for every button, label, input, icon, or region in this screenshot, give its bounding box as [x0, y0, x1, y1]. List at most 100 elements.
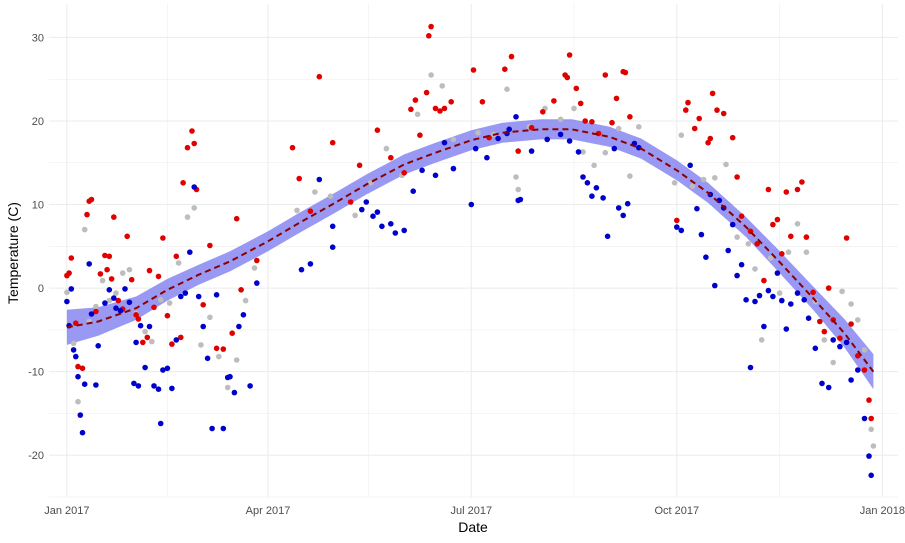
data-point-min [825, 384, 832, 391]
data-point-max [191, 140, 197, 147]
data-point-max [714, 107, 720, 113]
data-point-max [200, 302, 206, 308]
data-point-min [698, 231, 705, 238]
data-point-min [157, 420, 164, 427]
data-point-max [169, 341, 175, 347]
data-point-max [691, 125, 698, 132]
data-point-max [233, 215, 240, 222]
data-point-max [289, 144, 296, 151]
data-point-min [794, 290, 801, 296]
data-point-min [600, 195, 606, 201]
data-point-min [837, 343, 843, 350]
data-point-min [79, 429, 86, 436]
data-point-mean [671, 180, 678, 186]
data-point-min [624, 200, 631, 207]
data-point-mean [251, 265, 258, 271]
data-point-mean [830, 359, 836, 366]
data-point-max [133, 312, 139, 318]
data-point-min [805, 315, 812, 322]
data-point-min [450, 165, 457, 172]
data-point-mean [106, 297, 113, 304]
data-point-max [799, 179, 805, 185]
x-axis-title: Date [458, 519, 488, 535]
data-point-mean [475, 129, 481, 136]
data-point-min [142, 364, 148, 371]
data-point-max [577, 100, 584, 107]
data-point-min [866, 453, 872, 459]
data-point-min [169, 385, 175, 392]
data-point-max [229, 330, 235, 337]
data-point-min [392, 230, 399, 236]
data-point-mean [821, 337, 828, 343]
data-point-min [410, 188, 417, 194]
data-point-mean [580, 149, 586, 155]
data-point-min [566, 138, 573, 144]
data-point-max [843, 235, 850, 241]
data-point-min [517, 196, 524, 203]
data-point-max [356, 162, 363, 169]
data-point-max [253, 257, 260, 264]
data-point-mean [175, 260, 182, 266]
data-point-mean [166, 300, 173, 306]
data-point-mean [752, 266, 758, 272]
data-point-min [126, 299, 133, 306]
data-point-max [151, 304, 157, 311]
data-point-max [207, 242, 213, 249]
data-point-max [408, 106, 414, 113]
data-point-min [81, 381, 88, 388]
data-point-mean [868, 426, 874, 433]
data-point-min [173, 337, 180, 343]
data-point-mean [119, 270, 126, 276]
data-point-max [88, 196, 95, 203]
data-point-min [868, 472, 874, 479]
x-tick-label: Oct 2017 [654, 505, 699, 517]
data-point-min [329, 223, 336, 230]
data-point-max [238, 287, 244, 293]
data-point-max [817, 318, 823, 325]
data-point-max [374, 127, 381, 133]
data-point-min [178, 293, 184, 300]
data-point-min [195, 293, 202, 300]
data-point-min [830, 337, 836, 343]
data-point-min [694, 205, 700, 212]
data-point-max [502, 66, 508, 72]
data-point-min [220, 425, 227, 432]
data-point-min [575, 149, 582, 155]
data-point-min [687, 162, 693, 169]
data-point-mean [327, 193, 334, 199]
data-point-max [135, 316, 142, 322]
data-point-mean [504, 86, 510, 92]
data-point-mean [615, 125, 622, 132]
data-point-max [104, 266, 110, 273]
data-point-min [379, 223, 385, 230]
data-point-max [160, 235, 166, 241]
data-point-max [347, 199, 354, 205]
data-point-mean [428, 72, 434, 78]
data-point-max [75, 363, 81, 370]
data-point-min [160, 367, 166, 373]
data-point-min [703, 254, 709, 260]
data-point-max [432, 105, 439, 112]
data-point-max [696, 115, 702, 122]
data-point-max [401, 170, 408, 176]
data-point-min [75, 373, 81, 380]
data-point-min [765, 287, 772, 294]
data-point-min [182, 290, 189, 296]
data-point-min [615, 205, 622, 211]
data-point-min [95, 343, 101, 349]
data-point-min [819, 380, 825, 387]
data-point-max [707, 135, 714, 142]
data-point-min [770, 293, 776, 300]
data-point-mean [700, 176, 707, 183]
data-point-max [128, 276, 135, 283]
data-point-min [388, 221, 394, 227]
data-point-mean [602, 149, 609, 156]
data-point-max [66, 270, 72, 276]
data-point-min [611, 145, 618, 152]
data-point-min [506, 126, 512, 133]
data-point-min [812, 345, 819, 352]
data-point-max [705, 139, 711, 146]
data-point-min [513, 114, 519, 120]
x-tick-label: Apr 2017 [246, 505, 291, 517]
data-point-min [370, 213, 376, 219]
